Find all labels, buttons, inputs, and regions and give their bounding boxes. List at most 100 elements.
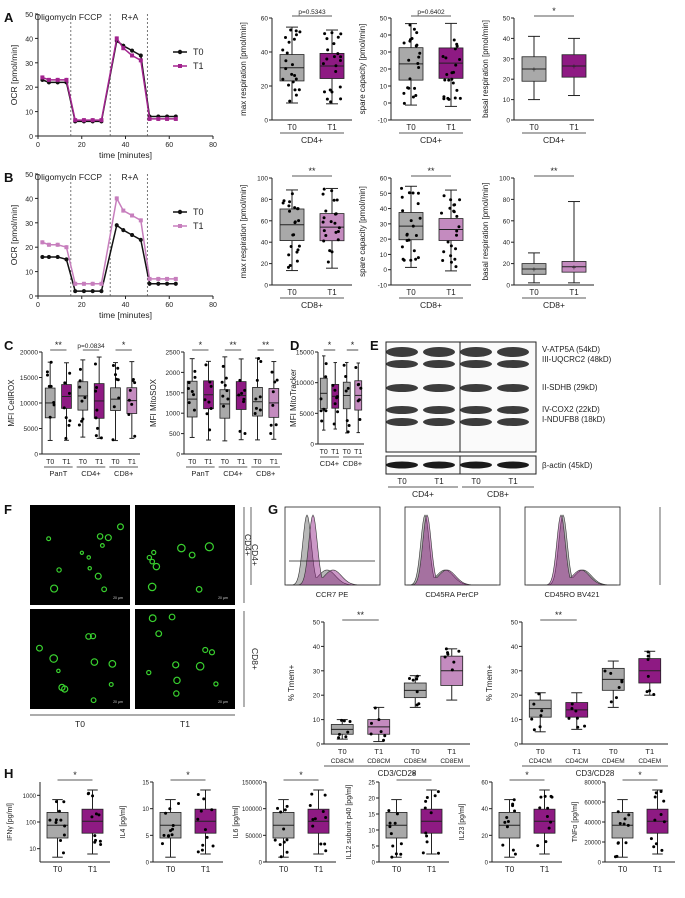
y-tick-label: 40 — [511, 644, 519, 651]
data-point — [270, 370, 274, 374]
group-label: CD8+ — [343, 459, 363, 468]
data-point — [452, 210, 456, 214]
data-point — [62, 406, 66, 410]
stained-cell — [188, 551, 196, 559]
y-tick-label: 40 — [25, 36, 33, 43]
data-point — [293, 206, 297, 210]
data-point — [130, 402, 134, 406]
data-point — [645, 690, 649, 694]
data-point — [225, 389, 229, 393]
y-tick-label: 40 — [481, 807, 488, 813]
data-point — [452, 38, 456, 42]
x-axis-label: CD3/CD28 — [378, 769, 417, 778]
data-point — [347, 423, 351, 427]
data-point — [454, 63, 458, 67]
data-point — [322, 239, 326, 243]
y-tick-label: 10 — [380, 84, 388, 91]
stained-cell — [149, 558, 156, 565]
x-tick-label: T0 — [320, 449, 328, 456]
y-tick-label: 40 — [313, 644, 321, 651]
y-tick-label: 60 — [503, 218, 511, 225]
data-point — [623, 817, 627, 821]
data-point — [425, 796, 429, 800]
x-tick-label: T1 — [427, 865, 437, 874]
data-point — [455, 214, 459, 218]
data-point — [99, 281, 104, 286]
panel-letter-b: B — [4, 170, 14, 185]
y-axis-label: OCR [pmol/min] — [9, 45, 19, 105]
x-tick-label: T0 — [287, 123, 297, 132]
x-tick-label: T1 — [374, 747, 383, 756]
data-point — [128, 388, 132, 392]
subset-label: CD8EM — [404, 758, 427, 765]
data-point — [457, 225, 461, 229]
row-label-cd4: CD4+ — [250, 544, 260, 566]
data-point — [402, 101, 406, 105]
data-point — [441, 259, 445, 263]
data-point — [297, 244, 301, 248]
data-point — [324, 849, 328, 853]
stained-cell — [173, 690, 180, 697]
data-point — [196, 792, 200, 796]
sig-label: * — [351, 340, 355, 350]
data-point — [603, 669, 607, 673]
x-tick-label: T1 — [540, 865, 550, 874]
data-point — [329, 220, 333, 224]
data-point — [90, 281, 95, 286]
data-point — [421, 851, 425, 855]
blot-band — [423, 347, 455, 357]
data-point — [337, 732, 341, 736]
micrograph — [135, 505, 235, 605]
data-point — [417, 702, 421, 706]
data-point — [171, 827, 175, 831]
data-point — [63, 824, 67, 828]
stained-cell — [202, 646, 209, 654]
data-point — [458, 57, 462, 61]
y-tick-label: 20 — [503, 77, 511, 84]
y-tick-label: 60000 — [584, 801, 601, 807]
data-point — [662, 799, 666, 803]
data-point — [418, 216, 422, 220]
data-point — [319, 842, 323, 846]
data-point — [62, 800, 66, 804]
data-point — [453, 47, 457, 51]
stained-cell — [90, 697, 97, 704]
stained-cell — [35, 644, 43, 652]
data-point — [311, 817, 315, 821]
data-point — [443, 78, 447, 82]
x-tick-label: T0 — [343, 449, 351, 456]
data-point — [114, 196, 119, 201]
y-tick-label: 10000 — [20, 401, 38, 408]
data-point — [290, 192, 294, 196]
subset-label: CD8CM — [331, 758, 354, 765]
data-point — [652, 845, 656, 849]
panel-letter-f: F — [4, 502, 12, 517]
data-point — [67, 423, 71, 427]
data-point — [402, 91, 406, 95]
lane-label: T1 — [508, 477, 518, 486]
data-point — [259, 360, 263, 364]
sig-label: ** — [555, 610, 563, 620]
data-point — [177, 802, 181, 806]
data-point — [121, 46, 126, 51]
stained-cell — [213, 681, 219, 687]
panel-letter-d: D — [290, 338, 300, 353]
data-point — [346, 730, 350, 734]
data-point — [98, 839, 102, 843]
data-point — [648, 689, 652, 693]
blot-band — [423, 418, 455, 426]
max-respiration-a: 0 20 40 60 T0 T1 p=0.5343 CD4+ max respiration [… — [239, 9, 352, 145]
data-point — [99, 842, 103, 846]
data-point — [67, 391, 71, 395]
y-tick-label: 1000 — [23, 794, 37, 800]
data-point — [205, 412, 209, 416]
data-point — [455, 229, 459, 233]
y-tick-label: 0 — [310, 442, 314, 449]
stained-cell — [173, 676, 181, 685]
group-label: CD8+ — [543, 300, 565, 310]
data-point — [429, 811, 433, 815]
subset-label: CD4CM — [565, 758, 588, 765]
blot-label-uqcrc2: III-UQCRC2 (48kD) — [542, 355, 612, 364]
sig-label: p=0.0834 — [77, 343, 105, 350]
data-point — [64, 257, 69, 262]
